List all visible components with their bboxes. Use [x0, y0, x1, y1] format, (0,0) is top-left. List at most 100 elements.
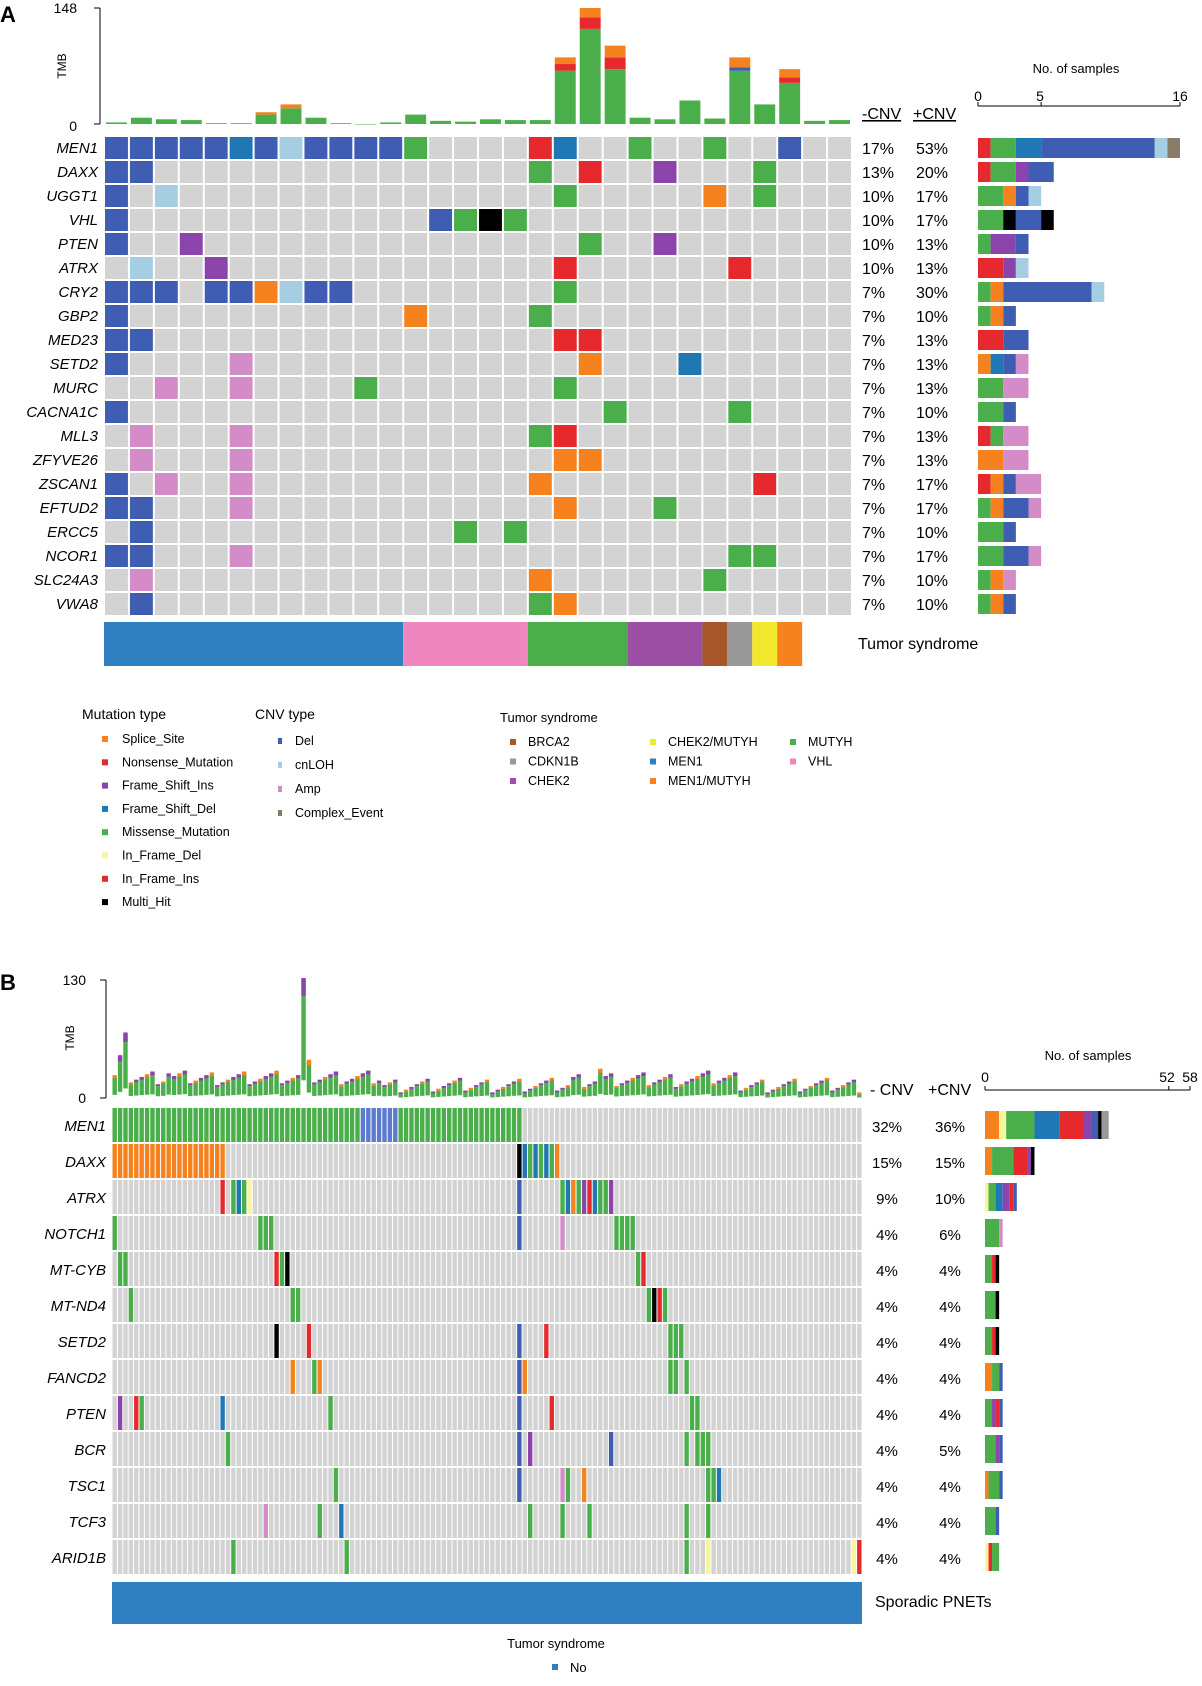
oncoprint-cell — [778, 497, 802, 519]
oncoprint-cell — [279, 1360, 285, 1394]
oncoprint-cell — [668, 1396, 673, 1430]
cnv-neg-header-a: -CNV — [862, 106, 901, 123]
sample-bar-segment — [1098, 1111, 1102, 1139]
oncoprint-cell — [105, 353, 128, 375]
oncoprint-cell — [828, 545, 851, 567]
oncoprint-cell — [328, 1144, 333, 1178]
oncoprint-cell — [819, 1540, 824, 1574]
oncoprint-cell — [329, 233, 353, 255]
oncoprint-cell — [279, 425, 303, 447]
oncoprint-cell — [703, 161, 727, 183]
oncoprint-cell — [678, 305, 702, 327]
oncoprint-cell — [576, 1144, 581, 1178]
oncoprint-cell — [503, 281, 527, 303]
oncoprint-cell — [254, 161, 278, 183]
tmb-bar-segment — [668, 1074, 673, 1078]
oncoprint-cell — [824, 1540, 830, 1574]
oncoprint-cell — [179, 281, 203, 303]
oncoprint-cell — [716, 1504, 722, 1538]
oncoprint-cell — [304, 545, 328, 567]
oncoprint-cell — [803, 473, 827, 495]
sample-bar-segment — [978, 522, 1004, 542]
gene-label: MURC — [53, 380, 98, 397]
oncoprint-cell — [333, 1504, 339, 1538]
tmb-bar — [180, 120, 202, 124]
oncoprint-cell — [614, 1504, 619, 1538]
oncoprint-cell — [204, 209, 228, 231]
oncoprint-cell — [447, 1216, 452, 1250]
oncoprint-cell — [258, 1360, 263, 1394]
oncoprint-cell — [781, 1396, 786, 1430]
oncoprint-cell — [857, 1432, 862, 1466]
legend-swatch — [102, 852, 108, 859]
tmb-bar-segment — [743, 1087, 749, 1090]
oncoprint-cell — [770, 1216, 776, 1250]
oncoprint-cell — [592, 1540, 598, 1574]
oncoprint-cell — [179, 233, 203, 255]
cnv-pos-pct: 5% — [939, 1443, 961, 1460]
oncoprint-cell — [409, 1504, 414, 1538]
sample-bar-segment — [1009, 1183, 1014, 1211]
gene-label: VWA8 — [56, 596, 99, 613]
sample-bar-segment — [1015, 210, 1042, 230]
oncoprint-cell — [429, 209, 453, 231]
oncoprint-cell — [700, 1432, 706, 1466]
oncoprint-cell — [578, 257, 602, 279]
gene-label: VHL — [69, 212, 98, 229]
oncoprint-cell — [285, 1216, 290, 1250]
oncoprint-cell — [328, 1324, 333, 1358]
oncoprint-cell — [366, 1540, 371, 1574]
oncoprint-cell — [420, 1360, 425, 1394]
tmb-bar — [554, 1092, 560, 1098]
oncoprint-cell — [479, 1288, 484, 1322]
oncoprint-cell — [495, 1504, 500, 1538]
oncoprint-cell — [204, 1252, 209, 1286]
legend-mutation-label: Splice_Site — [122, 732, 185, 746]
oncoprint-cell — [743, 1324, 749, 1358]
oncoprint-cell — [684, 1144, 689, 1178]
oncoprint-cell — [778, 209, 802, 231]
oncoprint-cell — [420, 1432, 425, 1466]
oncoprint-cell — [479, 449, 502, 471]
tmb-bar-segment — [792, 1078, 797, 1082]
oncoprint-cell — [828, 209, 851, 231]
tmb-bar — [322, 1078, 328, 1096]
oncoprint-cell — [840, 1540, 846, 1574]
syndrome-annotation-segment — [527, 622, 628, 666]
tmb-bar-segment — [824, 1077, 830, 1081]
oncoprint-cell — [112, 1540, 117, 1574]
tmb-bar — [765, 1094, 770, 1098]
oncoprint-cell — [263, 1504, 268, 1538]
oncoprint-cell — [765, 1432, 770, 1466]
oncoprint-cell — [533, 1108, 538, 1142]
oncoprint-cell — [474, 1504, 479, 1538]
oncoprint-cell — [161, 1396, 166, 1430]
oncoprint-cell — [290, 1504, 295, 1538]
oncoprint-cell — [544, 1396, 549, 1430]
oncoprint-cell — [703, 545, 727, 567]
oncoprint-cell — [749, 1432, 754, 1466]
tmb-bar-segment — [803, 1088, 808, 1091]
oncoprint-cell — [231, 1144, 236, 1178]
oncoprint-cell — [479, 1180, 484, 1214]
oncoprint-cell — [678, 161, 702, 183]
oncoprint-cell — [366, 1360, 371, 1394]
oncoprint-cell — [549, 1540, 554, 1574]
oncoprint-cell — [312, 1108, 317, 1142]
oncoprint-cell — [295, 1432, 301, 1466]
oncoprint-cell — [828, 473, 851, 495]
oncoprint-cell — [128, 1288, 134, 1322]
sample-bar-segment — [978, 402, 1004, 422]
oncoprint-cell — [484, 1360, 490, 1394]
oncoprint-cell — [398, 1216, 403, 1250]
oncoprint-cell — [603, 1540, 608, 1574]
oncoprint-cell — [733, 1468, 738, 1502]
tmb-bar — [355, 1078, 360, 1096]
cnv-pos-pct: 17% — [916, 549, 948, 566]
oncoprint-cell — [258, 1396, 263, 1430]
oncoprint-cell — [379, 401, 403, 423]
oncoprint-cell — [379, 233, 403, 255]
oncoprint-cell — [393, 1396, 398, 1430]
sample-bar-segment — [990, 306, 1004, 326]
oncoprint-cell — [306, 1360, 312, 1394]
